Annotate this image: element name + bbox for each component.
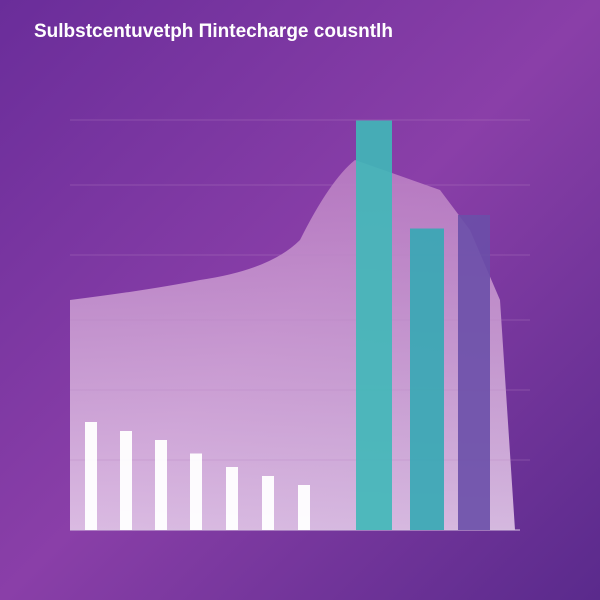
backdrop-shape (70, 160, 515, 530)
bar (458, 215, 490, 530)
decor-lines (70, 119, 530, 461)
bar (120, 431, 132, 530)
bar (356, 120, 392, 530)
chart-title: Sulbstcentuvetph Πintecharge cousntlh (34, 21, 393, 42)
bar (155, 440, 167, 530)
bar (410, 228, 444, 530)
bar (298, 485, 310, 530)
bar (85, 422, 97, 530)
bar (226, 467, 238, 530)
bar (262, 476, 274, 530)
bar (190, 453, 202, 530)
